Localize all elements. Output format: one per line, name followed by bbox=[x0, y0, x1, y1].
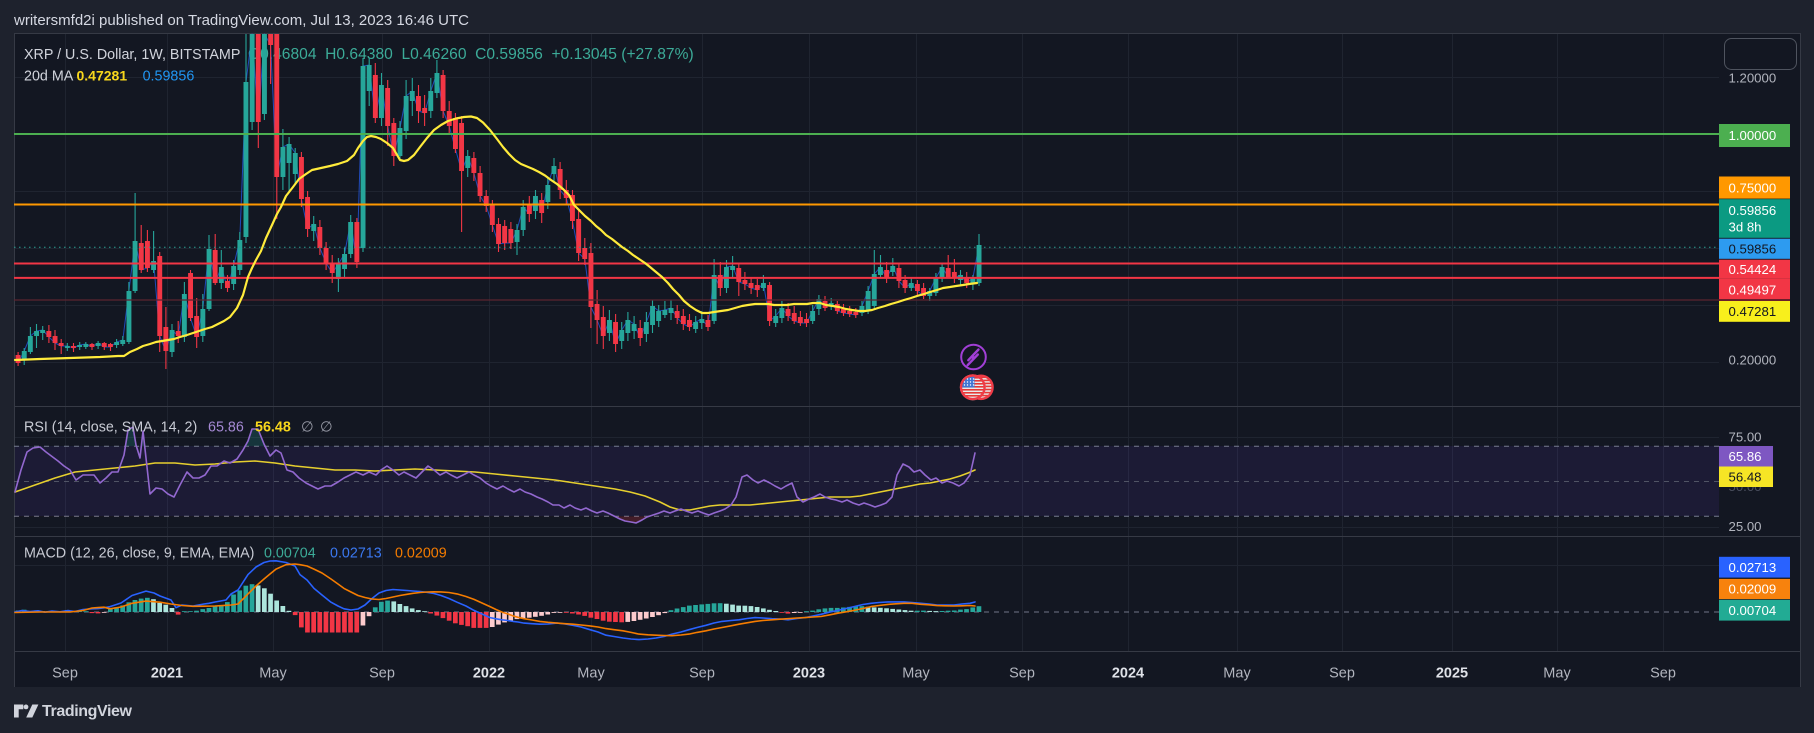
svg-text:Sep: Sep bbox=[689, 666, 715, 682]
svg-text:0.54424: 0.54424 bbox=[1729, 262, 1777, 277]
svg-text:20d MA: 20d MA bbox=[24, 69, 74, 85]
svg-text:Sep: Sep bbox=[369, 666, 395, 682]
svg-text:May: May bbox=[902, 666, 930, 682]
svg-text:0.47281: 0.47281 bbox=[1729, 304, 1777, 319]
svg-text:0.59856: 0.59856 bbox=[1729, 241, 1777, 256]
svg-text:0.20000: 0.20000 bbox=[1729, 353, 1777, 368]
svg-text:0.02009: 0.02009 bbox=[395, 546, 447, 562]
svg-text:Sep: Sep bbox=[1009, 666, 1035, 682]
svg-text:∅: ∅ bbox=[301, 420, 313, 436]
svg-text:0.75000: 0.75000 bbox=[1729, 180, 1777, 195]
svg-text:XRP / U.S. Dollar, 1W, BITSTAM: XRP / U.S. Dollar, 1W, BITSTAMP bbox=[24, 47, 240, 63]
svg-text:TradingView: TradingView bbox=[42, 703, 133, 720]
svg-text:56.48: 56.48 bbox=[255, 420, 291, 436]
svg-text:O0.46804 H0.64380 L0.46260: O0.46804 H0.64380 L0.46260 C0.59856 +0.1… bbox=[248, 46, 694, 63]
svg-text:May: May bbox=[577, 666, 605, 682]
svg-text:1.20000: 1.20000 bbox=[1729, 71, 1777, 86]
svg-text:65.86: 65.86 bbox=[208, 420, 244, 436]
svg-text:25.00: 25.00 bbox=[1729, 519, 1762, 534]
svg-text:0.00704: 0.00704 bbox=[1729, 603, 1777, 618]
svg-text:0.49497: 0.49497 bbox=[1729, 283, 1777, 298]
svg-text:May: May bbox=[259, 666, 287, 682]
svg-text:Sep: Sep bbox=[1329, 666, 1355, 682]
svg-text:May: May bbox=[1543, 666, 1571, 682]
svg-text:0.59856: 0.59856 bbox=[1729, 203, 1777, 218]
svg-text:0.02009: 0.02009 bbox=[1729, 582, 1777, 597]
svg-text:65.86: 65.86 bbox=[1729, 449, 1762, 464]
svg-text:2024: 2024 bbox=[1112, 666, 1144, 682]
svg-text:Sep: Sep bbox=[1650, 666, 1676, 682]
svg-text:56.48: 56.48 bbox=[1729, 469, 1762, 484]
svg-text:2021: 2021 bbox=[151, 666, 183, 682]
svg-text:∅: ∅ bbox=[320, 420, 332, 436]
svg-text:0.02713: 0.02713 bbox=[330, 546, 382, 562]
svg-text:MACD (12, 26, close, 9, EMA, E: MACD (12, 26, close, 9, EMA, EMA) bbox=[24, 546, 254, 562]
svg-text:2023: 2023 bbox=[793, 666, 825, 682]
svg-text:2022: 2022 bbox=[473, 666, 505, 682]
svg-text:0.00704: 0.00704 bbox=[264, 546, 316, 562]
svg-text:0.47281: 0.47281 bbox=[77, 68, 128, 84]
svg-text:May: May bbox=[1223, 666, 1251, 682]
svg-text:2025: 2025 bbox=[1436, 666, 1468, 682]
svg-text:1.00000: 1.00000 bbox=[1729, 128, 1777, 143]
svg-text:RSI (14, close, SMA, 14, 2): RSI (14, close, SMA, 14, 2) bbox=[24, 420, 197, 436]
svg-text:writersmfd2i published on Trad: writersmfd2i published on TradingView.co… bbox=[13, 12, 469, 29]
svg-text:3d 8h: 3d 8h bbox=[1729, 220, 1762, 235]
svg-text:75.00: 75.00 bbox=[1729, 430, 1762, 445]
svg-text:0.02713: 0.02713 bbox=[1729, 560, 1777, 575]
svg-text:Sep: Sep bbox=[52, 666, 78, 682]
svg-text:0.59856: 0.59856 bbox=[143, 69, 195, 85]
